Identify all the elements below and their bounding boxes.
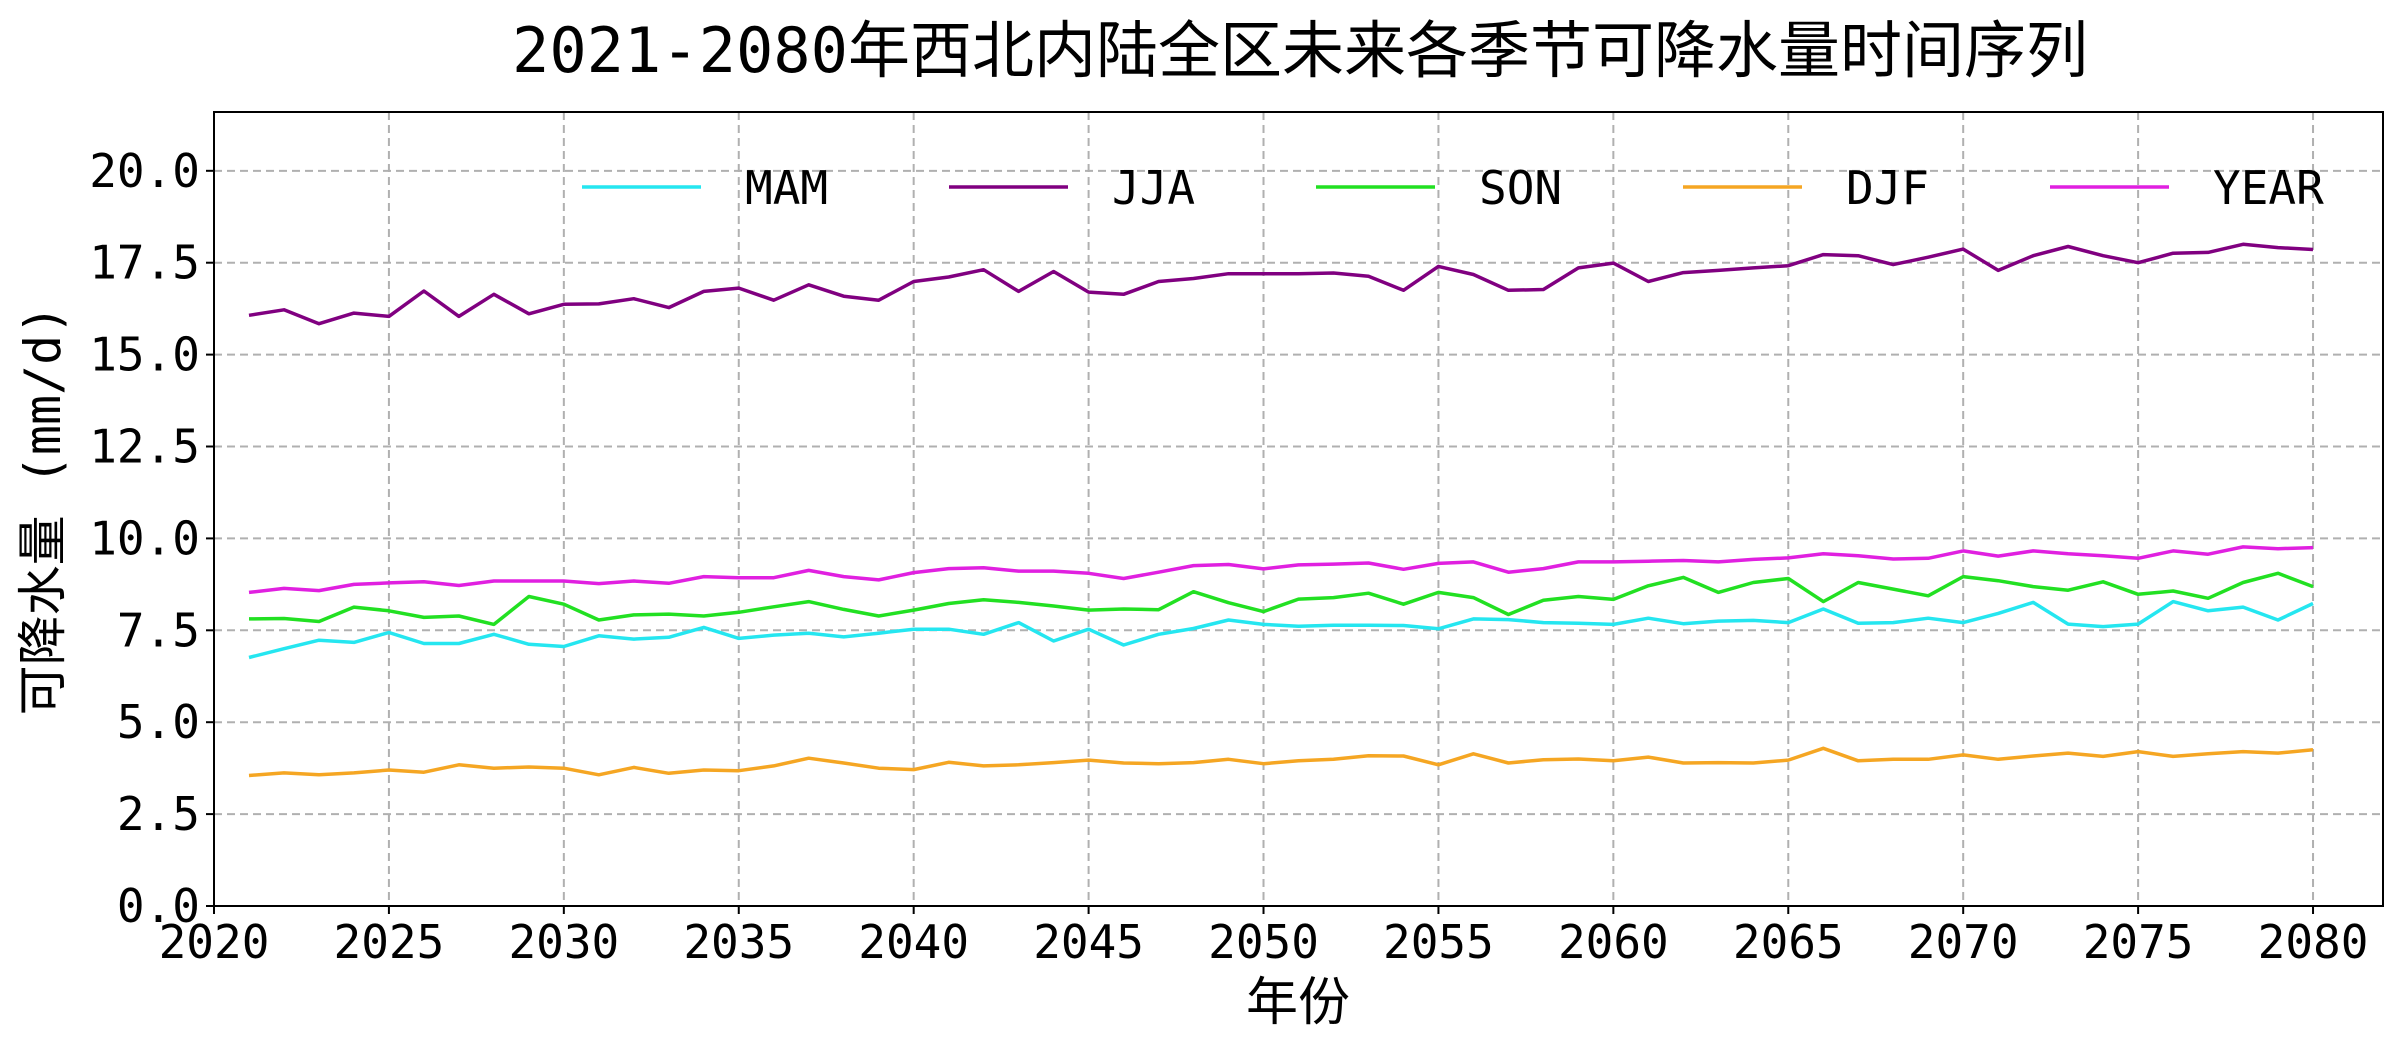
x-tick-label: 2080	[2258, 915, 2369, 969]
x-tick-label: 2030	[508, 915, 619, 969]
y-axis-label: 可降水量 (mm/d)	[14, 305, 72, 716]
x-axis-ticks: 2020 2025 2030 2035 2040 2045 2050 2055 2060 2065…	[159, 906, 2369, 969]
x-tick-label: 2075	[2083, 915, 2194, 969]
legend-item-son: SON	[1316, 161, 1562, 215]
legend-label: DJF	[1846, 161, 1929, 215]
grid	[213, 112, 2383, 907]
legend: MAM JJA SON DJF YEAR	[582, 161, 2324, 215]
y-tick-label: 7.5	[117, 603, 200, 657]
x-tick-label: 2070	[1908, 915, 2019, 969]
x-tick-label: 2050	[1208, 915, 1319, 969]
y-tick-label: 5.0	[117, 695, 200, 749]
series-line-djf	[248, 746, 2314, 778]
x-axis-label: 年份	[1246, 973, 1350, 1033]
series-line-jja	[248, 242, 2314, 326]
y-tick-label: 10.0	[89, 511, 200, 565]
legend-label: YEAR	[2213, 161, 2324, 215]
series-line-son	[248, 571, 2314, 627]
y-tick-label: 0.0	[117, 879, 200, 933]
plot-frame	[213, 111, 2384, 907]
x-tick-label: 2020	[159, 915, 270, 969]
y-axis-ticks: 0.0 2.5 5.0 7.5 10.0 12.5 15.0 17.5 20.0	[89, 144, 214, 933]
legend-item-mam: MAM	[582, 161, 828, 215]
series-line-mam	[248, 599, 2314, 660]
y-tick-label: 20.0	[89, 144, 200, 198]
chart-title: 2021-2080年西北内陆全区未来各季节可降水量时间序列	[512, 14, 2088, 87]
legend-label: MAM	[745, 161, 828, 215]
x-tick-label: 2055	[1383, 915, 1494, 969]
legend-item-year: YEAR	[2050, 161, 2324, 215]
legend-item-djf: DJF	[1683, 161, 1929, 215]
series-lines	[248, 242, 2314, 778]
x-tick-label: 2065	[1733, 915, 1844, 969]
x-tick-label: 2025	[334, 915, 445, 969]
legend-label: SON	[1479, 161, 1562, 215]
legend-label: JJA	[1112, 161, 1195, 215]
x-tick-label: 2040	[858, 915, 969, 969]
x-tick-label: 2045	[1033, 915, 1144, 969]
y-tick-label: 2.5	[117, 787, 200, 841]
series-line-year	[248, 545, 2314, 595]
x-tick-label: 2060	[1558, 915, 1669, 969]
y-tick-label: 12.5	[89, 420, 200, 474]
x-tick-label: 2035	[683, 915, 794, 969]
y-tick-label: 17.5	[89, 236, 200, 290]
legend-item-jja: JJA	[949, 161, 1195, 215]
y-tick-label: 15.0	[89, 328, 200, 382]
